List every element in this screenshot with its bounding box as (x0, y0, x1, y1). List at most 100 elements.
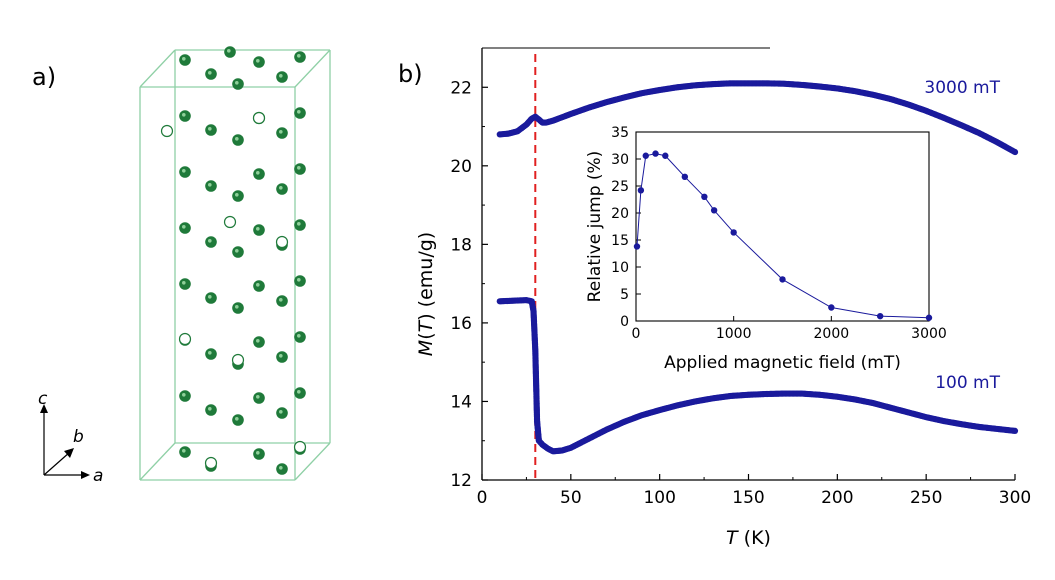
atom-highlight (255, 171, 260, 175)
atom-highlight (279, 298, 283, 302)
x-tick-label: 50 (560, 488, 582, 508)
vacancy-atom (223, 215, 237, 229)
atom-highlight (235, 249, 239, 253)
b-axis-line (43, 451, 71, 476)
y-tick-label: 22 (450, 78, 472, 98)
inset-frame (635, 131, 930, 322)
x-tick-label: 100 (643, 488, 675, 508)
atom-highlight (182, 393, 186, 397)
vacancy-atom (178, 332, 192, 346)
atom-highlight (297, 166, 301, 170)
y-axis-title-var: T (415, 319, 437, 332)
inset-y-tick-label: 0 (620, 314, 629, 330)
atom-highlight (208, 127, 212, 131)
inset-chart: 0 1000 2000 3000 0 5 10 15 20 25 30 35 Applied magne… (585, 125, 947, 373)
cell-edge (139, 442, 176, 481)
atom-highlight (182, 169, 186, 173)
y-axis-title-symbol: M (415, 340, 437, 356)
atom-highlight (297, 390, 301, 394)
inset-data-point (828, 304, 835, 311)
series-label-3000mT: 3000 mT (924, 78, 1000, 98)
atom-highlight (255, 227, 260, 231)
atom-highlight (235, 193, 239, 197)
cell-edge (294, 49, 331, 88)
atom-highlight (279, 74, 283, 78)
series-100mT (496, 297, 1019, 455)
atoms (160, 46, 307, 475)
atom-highlight (208, 351, 212, 355)
inset-data-point (701, 193, 708, 200)
y-axis-title: M(T) (emu/g) (415, 232, 437, 356)
a-axis-label: a (93, 466, 103, 486)
atom-highlight (255, 451, 260, 455)
inset-x-axis-title: Applied magnetic field (mT) (664, 353, 901, 373)
atom-highlight (182, 113, 186, 117)
atom-highlight (182, 225, 186, 229)
atom-highlight (297, 222, 301, 226)
atom-highlight (297, 54, 301, 58)
atom-highlight (279, 354, 283, 358)
x-axis-title-unit: (K) (738, 527, 771, 549)
x-axis-title: T (K) (726, 527, 771, 549)
x-tick-label: 300 (999, 488, 1031, 508)
cell-edge (139, 49, 176, 88)
inset-x-tick-label: 0 (632, 326, 641, 342)
unit-cell (139, 49, 331, 481)
inset-data-point (681, 173, 689, 181)
atom-highlight (255, 283, 260, 287)
y-tick-label: 20 (450, 157, 472, 177)
inset-data-point (876, 312, 884, 320)
inset-y-tick-label: 35 (611, 125, 629, 141)
atom-highlight (255, 59, 260, 63)
inset-y-tick-label: 15 (611, 233, 629, 249)
inset-y-axis-title: Relative jump (%) (585, 151, 605, 303)
atom-highlight (182, 449, 186, 453)
x-tick-label: 250 (910, 488, 942, 508)
atom-highlight (279, 466, 283, 470)
atom-highlight (297, 278, 301, 282)
inset-data-point (730, 229, 737, 236)
atom-highlight (227, 49, 231, 53)
inset-data-point (652, 150, 659, 157)
inset-y-tick-label: 5 (620, 287, 629, 303)
inset-y-tick-label: 25 (611, 179, 629, 195)
atom-highlight (255, 339, 260, 343)
atom-highlight (235, 81, 239, 85)
c-axis-arrow (40, 404, 48, 413)
y-axis-title-unit: ) (emu/g) (415, 232, 437, 321)
inset-y-tick-label: 20 (611, 206, 629, 222)
atom-highlight (255, 395, 260, 399)
series-label-100mT: 100 mT (935, 373, 1000, 393)
atom-highlight (279, 186, 283, 190)
atom-highlight (235, 137, 239, 141)
cell-edge (294, 442, 331, 481)
vacancy-atom (231, 353, 245, 367)
y-tick-label: 16 (450, 314, 472, 334)
atom-highlight (208, 295, 212, 299)
inset-y-tick-label: 10 (611, 260, 629, 276)
data-point (1011, 427, 1019, 435)
atom-highlight (297, 334, 301, 338)
y-tick-label: 18 (450, 235, 472, 255)
x-tick-label: 200 (821, 488, 853, 508)
b-axis-label: b (73, 427, 84, 447)
y-axis-title-part: ( (415, 332, 437, 339)
inset-x-tick-label: 1000 (716, 326, 752, 342)
inset-x-tick-label: 2000 (814, 326, 850, 342)
vacancy-atom (252, 111, 266, 125)
atom-highlight (235, 305, 239, 309)
atom-highlight (235, 417, 239, 421)
inset-x-tick-label: 3000 (911, 326, 947, 342)
inset-data-point (779, 276, 786, 283)
crystal-axes: c b a (38, 389, 103, 486)
atom-highlight (182, 281, 186, 285)
panel-a-label: a) (32, 63, 56, 91)
x-axis-title-symbol: T (726, 527, 739, 549)
vacancy-atom (293, 440, 307, 454)
b-axis-arrow (64, 448, 74, 458)
y-tick-label: 14 (450, 392, 472, 412)
series-3000mT (496, 80, 1019, 156)
